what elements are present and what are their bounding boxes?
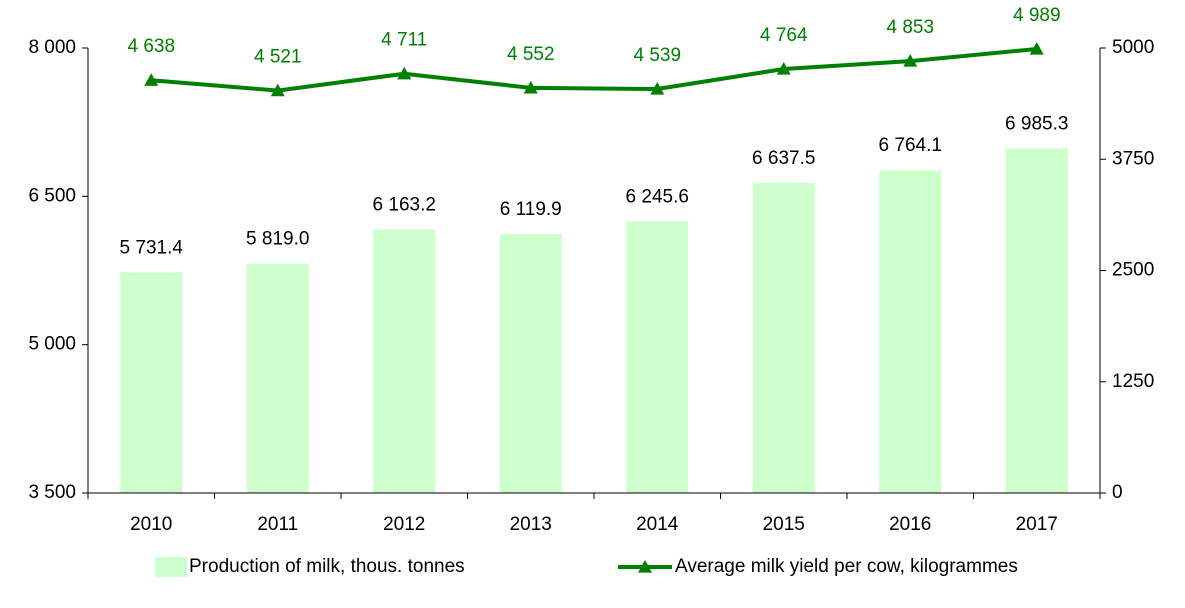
x-tick-label: 2011 [257, 514, 298, 535]
line-value-label: 4 552 [507, 44, 555, 65]
line [151, 46, 1037, 93]
line-marker [903, 54, 918, 67]
y-tick-label: 6 500 [28, 185, 76, 206]
y2-tick-label: 0 [1112, 482, 1123, 503]
bar-value-label: 6 985.3 [1005, 113, 1068, 134]
line-value-label: 4 989 [1013, 5, 1061, 26]
x-tick-label: 2012 [383, 514, 425, 535]
y2-tick-label: 2500 [1112, 260, 1154, 281]
y2-tick-label: 1250 [1112, 371, 1154, 392]
x-tick-label: 2015 [763, 514, 805, 535]
bar [120, 272, 183, 493]
x-tick-label: 2014 [636, 514, 679, 535]
bar [879, 170, 942, 493]
line-marker [270, 83, 285, 97]
line-marker [144, 73, 159, 86]
bar [752, 182, 815, 493]
y-tick-label: 3 500 [28, 482, 76, 503]
bar [499, 233, 562, 493]
line-marker [776, 62, 791, 75]
line-marker [397, 66, 412, 80]
line-value-label: 4 521 [254, 47, 302, 68]
bar [373, 229, 436, 494]
line-marker [1029, 41, 1044, 55]
y2-tick-label: 3750 [1112, 148, 1154, 169]
y-tick-label: 8 000 [28, 37, 76, 58]
line-value-label: 4 539 [633, 45, 681, 66]
legend-label: Average milk yield per cow, kilogrammes [675, 556, 1018, 577]
line-value-label: 4 764 [760, 25, 808, 46]
bar-value-label: 6 764.1 [879, 135, 942, 156]
legend-label: Production of milk, thous. tonnes [189, 556, 465, 577]
legend-swatch [155, 557, 187, 577]
bar-value-label: 6 119.9 [500, 199, 562, 220]
bar-value-label: 6 637.5 [752, 148, 815, 169]
bar-value-label: 6 163.2 [373, 195, 436, 216]
bar-value-label: 5 819.0 [246, 229, 309, 250]
line-marker [523, 80, 538, 94]
line-marker [650, 82, 665, 95]
bar [246, 263, 309, 493]
y2-tick-label: 5000 [1112, 37, 1154, 58]
x-tick-label: 2010 [130, 514, 172, 535]
bar [626, 221, 689, 493]
line-value-label: 4 853 [886, 17, 934, 38]
x-tick-label: 2013 [510, 514, 552, 535]
y-tick-label: 5 000 [28, 334, 76, 355]
x-tick-label: 2017 [1016, 514, 1058, 535]
bar-value-label: 5 731.4 [120, 237, 184, 258]
x-tick-label: 2016 [889, 514, 931, 535]
bar-value-label: 6 245.6 [626, 187, 689, 208]
line-value-label: 4 711 [381, 30, 427, 51]
legend-marker [638, 560, 652, 573]
bar [1005, 148, 1068, 493]
line-value-label: 4 638 [127, 36, 175, 57]
